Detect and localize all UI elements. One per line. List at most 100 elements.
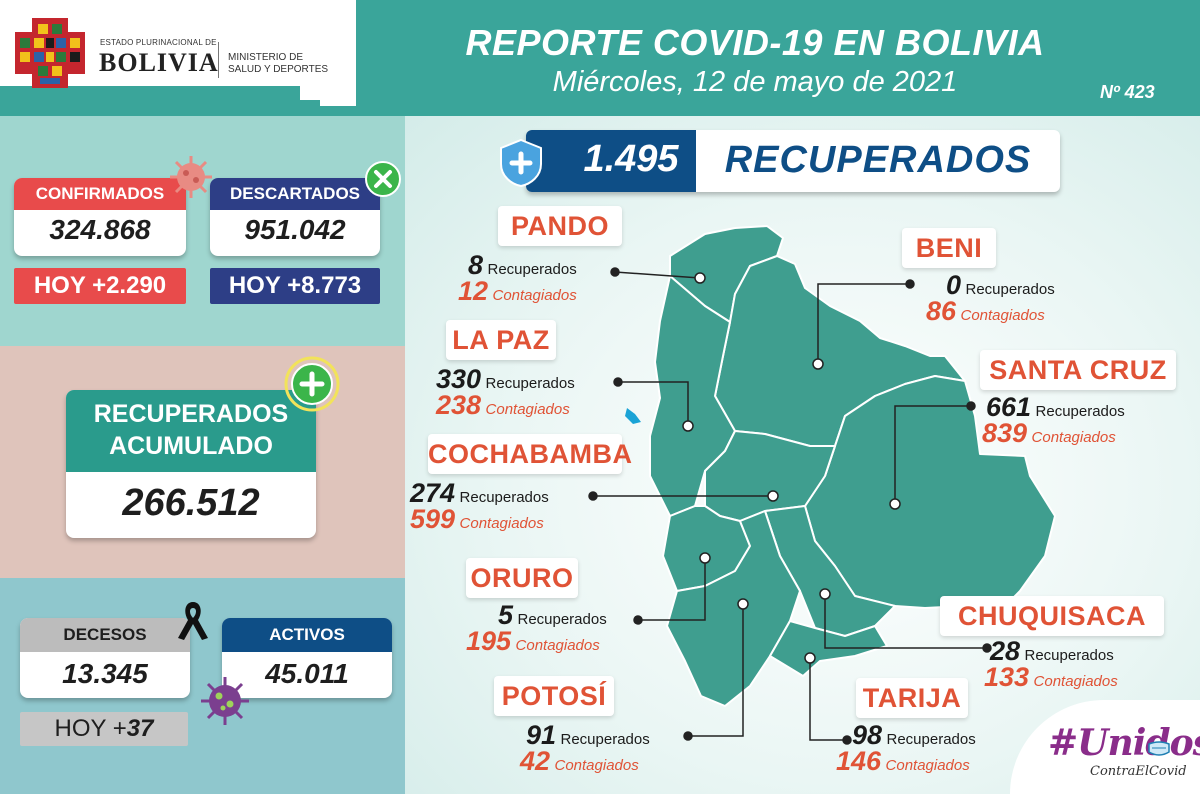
decesos-today-prefix: HOY + xyxy=(54,715,127,742)
ministry-line2: SALUD Y DEPORTES xyxy=(228,64,329,75)
decesos-card: DECESOS 13.345 xyxy=(20,618,190,698)
cochabamba-recuperados: 274 Recuperados xyxy=(410,478,549,509)
contagiados-label: Contagiados xyxy=(485,401,570,418)
dept-name-pando: PANDO xyxy=(498,206,622,246)
tarija-recuperados-value: 98 xyxy=(852,720,883,750)
recuperados-acumulado-header xyxy=(66,390,316,472)
cochabamba-contagiados-value: 599 xyxy=(410,504,456,534)
bolivia-map xyxy=(588,225,1056,745)
recovered-banner-value-box xyxy=(526,130,696,192)
beni-contagiados-value: 86 xyxy=(926,296,957,326)
recovered-banner: 1.495 RECUPERADOS xyxy=(526,130,1060,192)
recuperados-acumulado-label-2: ACUMULADO xyxy=(109,432,273,460)
pando-recuperados: 8 Recuperados xyxy=(468,250,577,281)
contagiados-label: Contagiados xyxy=(960,307,1045,324)
potosi-contagiados: 42 Contagiados xyxy=(520,746,639,777)
descartados-label: DESCARTADOS xyxy=(210,178,380,210)
beni-recuperados: 0 Recuperados xyxy=(946,270,1055,301)
recuperados-label: Recuperados xyxy=(1024,647,1114,664)
chuquisaca-recuperados: 28 Recuperados xyxy=(990,636,1114,667)
confirmados-card: CONFIRMADOS 324.868 xyxy=(14,178,186,256)
plus-circle-icon xyxy=(284,356,340,412)
connector-tarija xyxy=(809,658,847,741)
beni-contagiados: 86 Contagiados xyxy=(926,296,1045,327)
dept-name-cochabamba: COCHABAMBA xyxy=(428,434,632,474)
pando-contagiados-value: 12 xyxy=(458,276,489,306)
logo-divider xyxy=(218,42,219,78)
activos-label: ACTIVOS xyxy=(222,618,392,652)
dept-name-potosi: POTOSÍ xyxy=(494,676,614,716)
santa-cruz-recuperados: 661 Recuperados xyxy=(986,392,1125,423)
bolivia-emblem-icon xyxy=(15,18,85,88)
report-title: REPORTE COVID-19 EN BOLIVIA xyxy=(465,22,1045,63)
recovered-banner-label: RECUPERADOS xyxy=(724,139,1032,181)
campaign-subtitle: ContraElCovid xyxy=(1090,764,1187,779)
virus-icon xyxy=(170,156,212,198)
connector-la-paz xyxy=(618,381,689,426)
confirmados-today: HOY +2.290 xyxy=(14,268,186,304)
connector-oruro xyxy=(638,558,706,621)
potosi-contagiados-value: 42 xyxy=(520,746,551,776)
activos-card: ACTIVOS 45.011 xyxy=(222,618,392,698)
report-number: Nº 423 xyxy=(1100,82,1155,102)
descartados-card: DESCARTADOS 951.042 xyxy=(210,178,380,256)
recuperados-acumulado-card: RECUPERADOS ACUMULADO 266.512 xyxy=(66,390,316,538)
pando-recuperados-value: 8 xyxy=(468,250,484,280)
chuquisaca-contagiados-value: 133 xyxy=(984,662,1030,692)
contagiados-label: Contagiados xyxy=(515,637,600,654)
recuperados-acumulado-label-1: RECUPERADOS xyxy=(93,400,289,428)
recuperados-label: Recuperados xyxy=(560,731,650,748)
activos-value: 45.011 xyxy=(265,658,349,689)
contagiados-label: Contagiados xyxy=(554,757,639,774)
campaign-hashtag: #Unidos xyxy=(1048,722,1200,764)
contagiados-label: Contagiados xyxy=(1033,673,1118,690)
dept-name-beni: BENI xyxy=(902,228,996,268)
connector-santa-cruz xyxy=(894,405,971,504)
recuperados-label: Recuperados xyxy=(1035,403,1125,420)
descartados-value: 951.042 xyxy=(244,214,346,245)
face-mask-icon xyxy=(1148,741,1170,756)
lake-titicaca xyxy=(625,408,641,424)
decesos-today-value: 37 xyxy=(126,715,154,742)
descartados-today: HOY +8.773 xyxy=(210,268,380,304)
oruro-contagiados-value: 195 xyxy=(466,626,512,656)
oruro-recuperados-value: 5 xyxy=(498,600,514,630)
cochabamba-recuperados-value: 274 xyxy=(410,478,456,508)
connector-potosi xyxy=(688,604,744,737)
la-paz-recuperados: 330 Recuperados xyxy=(436,364,575,395)
logo-country: BOLIVIA xyxy=(99,48,219,77)
santa-cruz-contagiados-value: 839 xyxy=(982,418,1028,448)
cochabamba-contagiados: 599 Contagiados xyxy=(410,504,544,535)
oruro-contagiados: 195 Contagiados xyxy=(466,626,600,657)
shield-plus-icon xyxy=(500,138,542,188)
logo-card-step xyxy=(320,96,356,106)
decesos-today: HOY +37 xyxy=(20,712,188,746)
pando-contagiados: 12 Contagiados xyxy=(458,276,577,307)
ministry-line1: MINISTERIO DE xyxy=(228,52,304,63)
recuperados-label: Recuperados xyxy=(485,375,575,392)
contagiados-label: Contagiados xyxy=(1031,429,1116,446)
contagiados-label: Contagiados xyxy=(885,757,970,774)
dept-name-tarija: TARIJA xyxy=(856,678,968,718)
map-region-la-paz xyxy=(649,275,736,517)
recuperados-acumulado-value: 266.512 xyxy=(122,482,260,524)
la-paz-recuperados-value: 330 xyxy=(436,364,482,394)
connector-chuquisaca xyxy=(824,594,987,649)
close-circle-icon xyxy=(365,161,401,197)
oruro-recuperados: 5 Recuperados xyxy=(498,600,607,631)
recuperados-label: Recuperados xyxy=(517,611,607,628)
recuperados-label: Recuperados xyxy=(886,731,976,748)
report-date: Miércoles, 12 de mayo de 2021 xyxy=(552,66,958,98)
dept-name-chuquisaca: CHUQUISACA xyxy=(940,596,1164,636)
santa-cruz-recuperados-value: 661 xyxy=(986,392,1032,422)
tarija-contagiados: 146 Contagiados xyxy=(836,746,970,777)
potosi-recuperados: 91 Recuperados xyxy=(526,720,650,751)
chuquisaca-contagiados: 133 Contagiados xyxy=(984,662,1118,693)
connector-beni xyxy=(817,283,910,364)
virus-icon-purple xyxy=(201,677,249,725)
map-region-potosi xyxy=(666,510,801,707)
confirmados-value: 324.868 xyxy=(49,214,151,245)
beni-recuperados-value: 0 xyxy=(946,270,962,300)
chuquisaca-recuperados-value: 28 xyxy=(990,636,1021,666)
decesos-value: 13.345 xyxy=(62,658,148,689)
